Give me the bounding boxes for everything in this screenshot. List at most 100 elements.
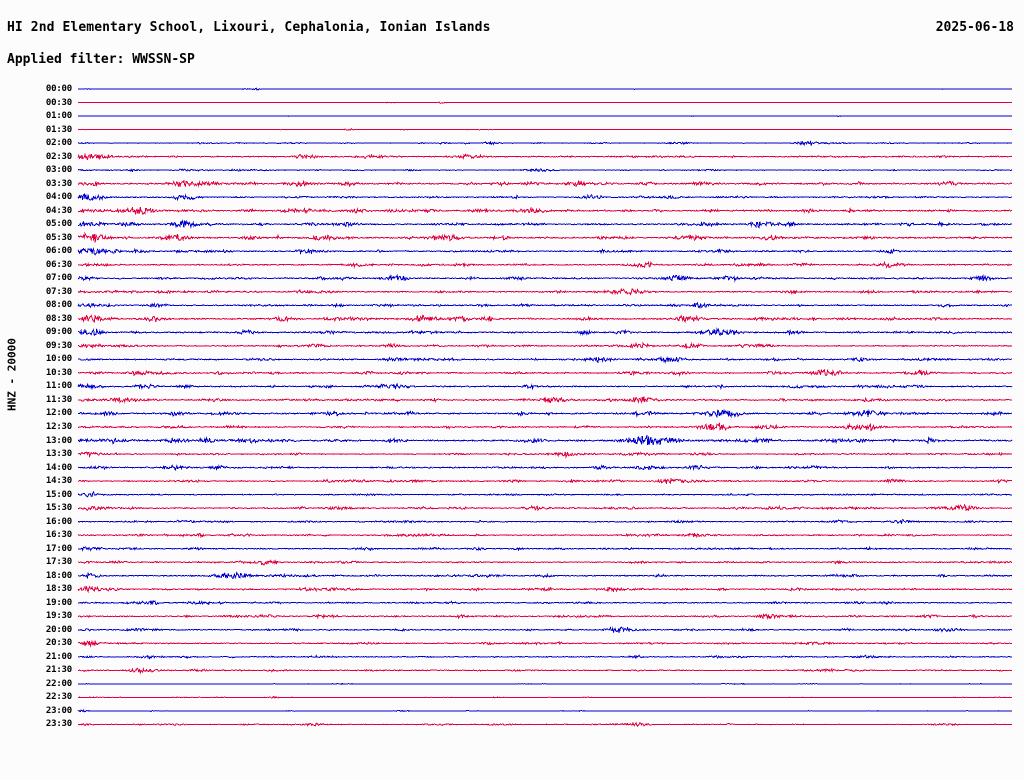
time-tick-label: 15:30 xyxy=(45,503,72,514)
time-tick-label: 13:00 xyxy=(45,435,72,446)
seismogram-trace xyxy=(77,152,1013,161)
seismogram-trace xyxy=(77,559,1013,566)
time-tick-label: 09:30 xyxy=(45,340,72,351)
seismogram-trace xyxy=(77,721,1013,728)
seismogram-trace xyxy=(77,709,1013,713)
seismogram-trace xyxy=(77,518,1013,524)
time-tick-label: 08:30 xyxy=(45,313,72,324)
time-tick-label: 02:30 xyxy=(45,151,72,162)
seismogram-trace xyxy=(77,368,1013,377)
time-tick-label: 18:00 xyxy=(45,570,72,581)
seismogram-trace xyxy=(77,168,1013,173)
seismogram-trace xyxy=(77,301,1013,310)
time-tick-label: 23:30 xyxy=(45,719,72,730)
seismogram-trace xyxy=(77,421,1013,432)
time-tick-label: 18:30 xyxy=(45,584,72,595)
time-tick-label: 00:30 xyxy=(45,97,72,108)
seismogram-trace xyxy=(77,396,1013,404)
time-tick-label: 22:30 xyxy=(45,692,72,703)
time-tick-label: 11:00 xyxy=(45,381,72,392)
time-tick-label: 05:30 xyxy=(45,232,72,243)
time-tick-label: 05:00 xyxy=(45,219,72,230)
time-tick-label: 08:00 xyxy=(45,300,72,311)
seismogram-trace xyxy=(77,503,1013,512)
time-tick-label: 21:30 xyxy=(45,665,72,676)
seismogram-trace xyxy=(77,260,1013,269)
time-tick-label: 20:00 xyxy=(45,624,72,635)
seismogram-trace xyxy=(77,115,1013,117)
seismogram-trace xyxy=(77,179,1013,188)
time-tick-label: 20:30 xyxy=(45,638,72,649)
seismogram-trace xyxy=(77,600,1013,606)
seismogram-trace xyxy=(77,695,1013,699)
time-tick-label: 19:30 xyxy=(45,611,72,622)
seismogram-trace xyxy=(77,613,1013,620)
seismogram-trace xyxy=(77,139,1013,147)
time-tick-label: 15:00 xyxy=(45,489,72,500)
seismogram-trace xyxy=(77,532,1013,539)
time-tick-label: 11:30 xyxy=(45,394,72,405)
seismogram-trace xyxy=(77,382,1013,391)
seismogram-trace xyxy=(77,355,1013,364)
time-tick-label: 02:00 xyxy=(45,138,72,149)
time-tick-label: 07:00 xyxy=(45,273,72,284)
time-tick-label: 12:00 xyxy=(45,408,72,419)
time-tick-label: 16:00 xyxy=(45,516,72,527)
seismogram-trace xyxy=(77,192,1013,202)
seismogram-trace xyxy=(77,639,1013,648)
seismogram-trace xyxy=(77,491,1013,498)
time-tick-label: 03:00 xyxy=(45,165,72,176)
seismogram-trace xyxy=(77,654,1013,660)
time-tick-label: 19:00 xyxy=(45,597,72,608)
time-tick-label: 07:30 xyxy=(45,286,72,297)
time-tick-label: 04:30 xyxy=(45,205,72,216)
seismogram-trace xyxy=(77,477,1013,485)
seismogram-trace xyxy=(77,464,1013,472)
applied-filter-label: Applied filter: WWSSN-SP xyxy=(7,52,195,67)
seismogram-trace xyxy=(77,314,1013,323)
time-tick-label: 04:00 xyxy=(45,192,72,203)
time-tick-label: 09:00 xyxy=(45,327,72,338)
time-tick-label: 06:00 xyxy=(45,246,72,257)
time-tick-label: 12:30 xyxy=(45,422,72,432)
time-tick-label: 03:30 xyxy=(45,178,72,189)
recording-date: 2025-06-18 xyxy=(935,20,1014,35)
seismogram-trace xyxy=(77,206,1013,215)
seismogram-trace xyxy=(77,128,1013,132)
seismogram-trace xyxy=(77,247,1013,256)
seismogram-trace xyxy=(77,626,1013,634)
seismogram-trace xyxy=(77,341,1013,350)
seismogram-trace xyxy=(77,273,1013,283)
time-tick-label: 13:30 xyxy=(45,449,72,460)
seismogram-trace xyxy=(77,545,1013,552)
seismogram-trace xyxy=(77,287,1013,296)
time-tick-label: 01:30 xyxy=(45,124,72,135)
seismogram-trace xyxy=(77,219,1013,229)
time-tick-label: 06:30 xyxy=(45,259,72,270)
seismogram-trace xyxy=(77,571,1013,580)
time-tick-label: 10:30 xyxy=(45,367,72,378)
time-tick-label: 21:00 xyxy=(45,651,72,662)
seismogram-trace xyxy=(77,327,1013,337)
time-tick-label: 14:00 xyxy=(45,462,72,473)
seismogram-trace xyxy=(77,667,1013,675)
seismogram-trace xyxy=(77,435,1013,446)
time-tick-label: 10:00 xyxy=(45,354,72,365)
time-tick-label: 23:00 xyxy=(45,705,72,716)
time-tick-label: 22:00 xyxy=(45,678,72,689)
page-title: HI 2nd Elementary School, Lixouri, Cepha… xyxy=(7,20,491,35)
seismogram-trace xyxy=(77,585,1013,594)
seismogram-trace xyxy=(77,232,1013,243)
seismogram-trace xyxy=(77,87,1013,91)
seismogram-trace xyxy=(77,101,1013,104)
seismogram-trace xyxy=(77,409,1013,419)
time-tick-label: 17:30 xyxy=(45,557,72,568)
seismogram-trace xyxy=(77,682,1013,686)
time-tick-label: 14:30 xyxy=(45,476,72,487)
time-tick-label: 16:30 xyxy=(45,530,72,541)
seismogram-trace xyxy=(77,451,1013,459)
time-tick-label: 01:00 xyxy=(45,111,72,122)
time-tick-label: 00:00 xyxy=(45,84,72,94)
time-tick-label: 17:00 xyxy=(45,543,72,554)
